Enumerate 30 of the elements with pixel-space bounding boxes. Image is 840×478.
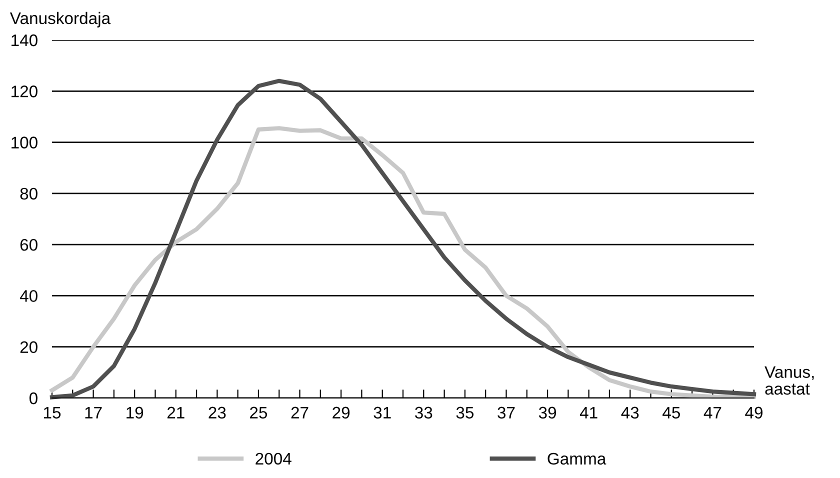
y-tick-label: 20 — [20, 341, 38, 354]
y-tick-label: 60 — [20, 238, 38, 251]
y-tick-label: 80 — [20, 188, 38, 200]
y-axis-title: Vanuskordaja — [10, 12, 111, 28]
x-tick-label: 33 — [415, 406, 432, 419]
x-tick-label: 45 — [662, 406, 680, 419]
y-tick-label: 120 — [12, 86, 38, 98]
x-tick-label: 31 — [374, 406, 391, 419]
x-tick-label: 43 — [621, 406, 639, 419]
x-tick-label: 17 — [85, 406, 102, 418]
y-tick-label: 140 — [12, 34, 38, 46]
x-tick-label: 19 — [126, 406, 144, 419]
x-axis-title: Vanus, aastat — [764, 366, 814, 395]
y-tick-label: 40 — [20, 290, 38, 302]
x-tick-label: 15 — [44, 406, 61, 419]
x-tick-label: 27 — [291, 406, 308, 418]
y-tick-label: 100 — [12, 136, 38, 148]
x-tick-label: 37 — [498, 406, 515, 419]
x-tick-label: 25 — [250, 406, 268, 419]
x-tick-label: 29 — [332, 406, 350, 419]
x-tick-label: 21 — [167, 406, 184, 418]
y-tick-label: 0 — [29, 392, 38, 404]
legend-label: Gamma — [548, 452, 606, 465]
x-tick-label: 23 — [208, 406, 226, 419]
x-tick-label: 39 — [538, 406, 556, 419]
x-tick-label: 35 — [456, 406, 474, 419]
x-tick-label: 47 — [704, 406, 722, 418]
legend-label: 2004 — [256, 452, 292, 465]
x-tick-label: 41 — [580, 406, 598, 418]
x-tick-label: 49 — [745, 406, 762, 419]
